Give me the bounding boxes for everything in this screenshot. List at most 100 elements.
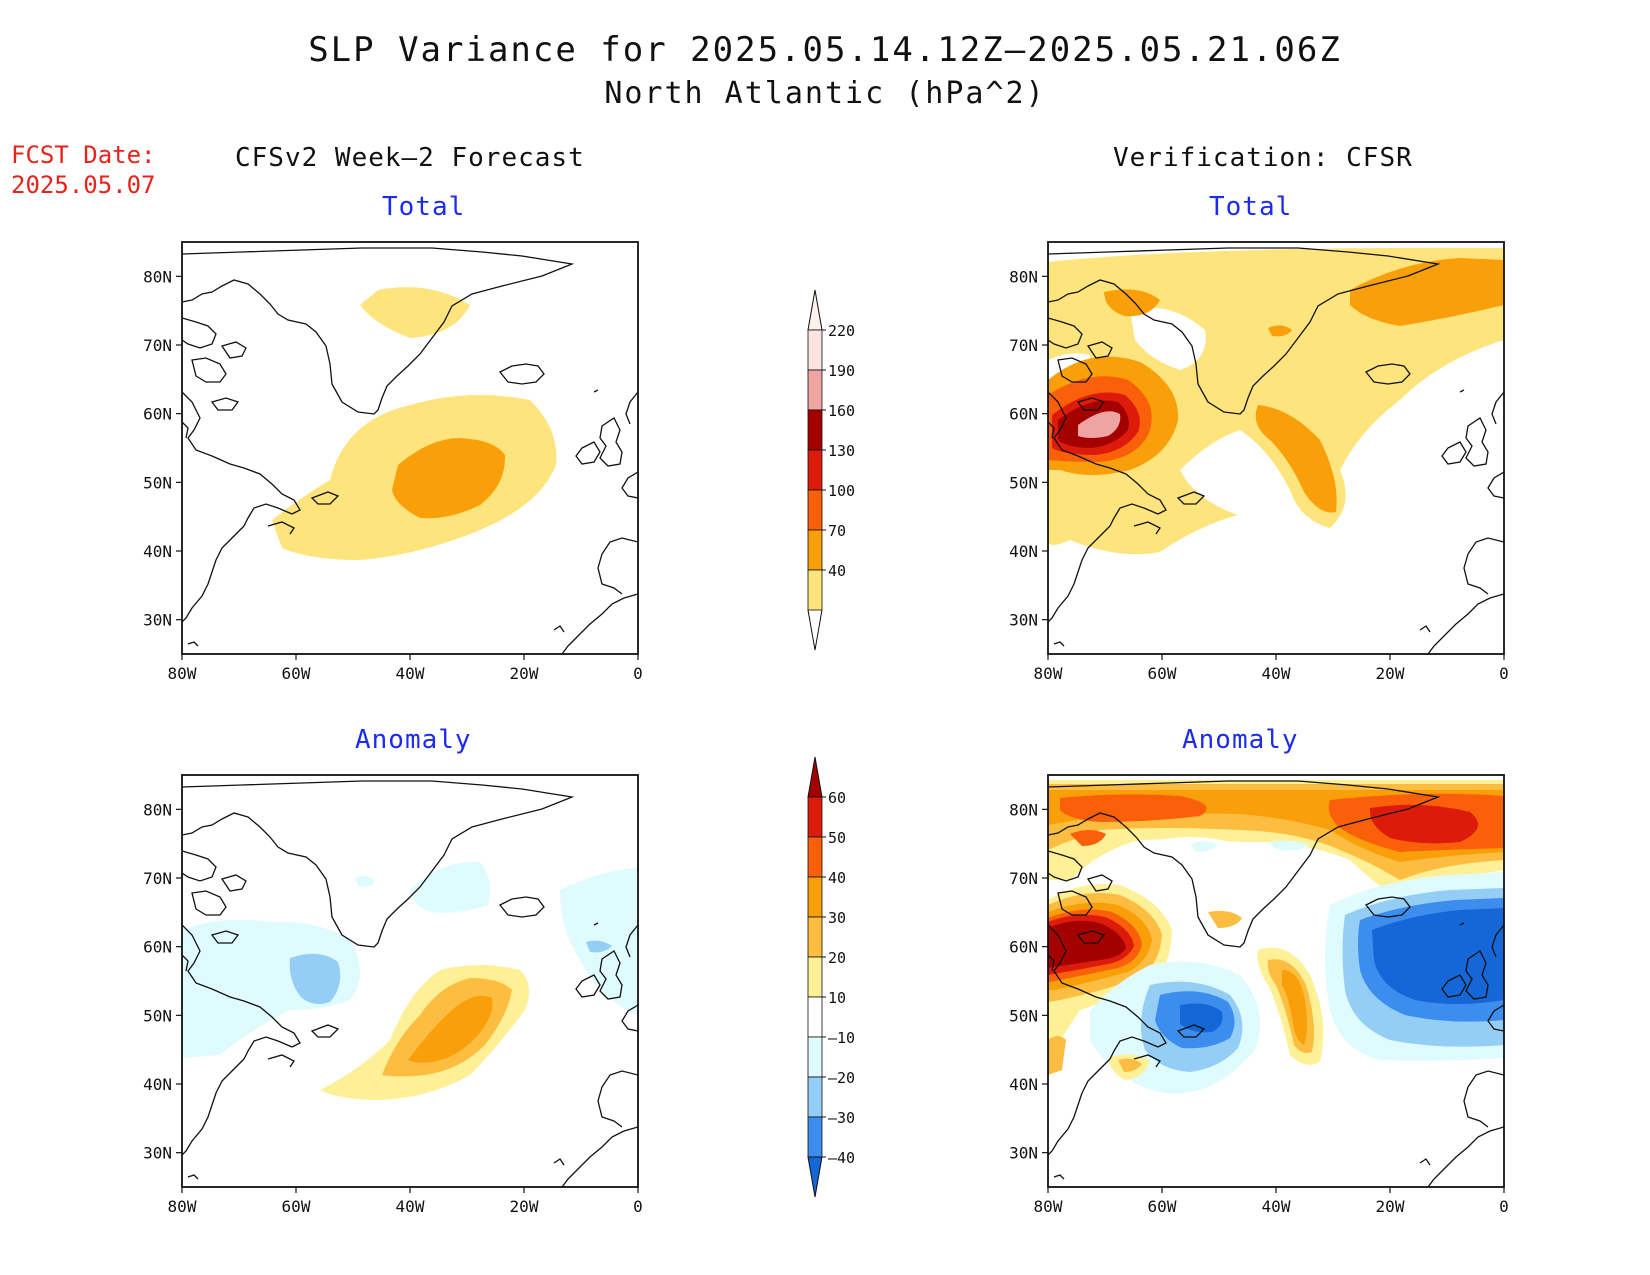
colorbar-anomaly-swatch <box>807 1116 823 1158</box>
verification-anomaly-contour-neg10 <box>1190 841 1218 852</box>
lat-tick-label: 60N <box>1009 938 1038 957</box>
lat-tick-label: 30N <box>1009 1144 1038 1163</box>
lat-tick-label: 70N <box>143 869 172 888</box>
forecast-anomaly-contour-neg20 <box>289 953 341 1004</box>
lon-tick-label: 80W <box>1034 1197 1063 1216</box>
forecast-anomaly-contour-neg10 <box>355 875 375 887</box>
verification-anomaly-contour-30 <box>1282 970 1307 1045</box>
colorbar-total-bottom-triangle <box>807 609 823 651</box>
colorbar-total-swatch <box>807 329 823 371</box>
lat-tick-label: 70N <box>1009 869 1038 888</box>
colorbar-total-swatch <box>807 449 823 491</box>
colorbar-anomaly-bottom-triangle <box>807 1156 823 1198</box>
lat-tick-label: 50N <box>143 473 172 492</box>
forecast-total-map <box>182 242 638 654</box>
lat-tick-label: 30N <box>143 611 172 630</box>
colorbar-total-label: 160 <box>828 402 855 420</box>
colorbar-anomaly-label: —30 <box>828 1109 855 1127</box>
colorbar-total-swatch <box>807 529 823 571</box>
lat-tick-label: 50N <box>143 1006 172 1025</box>
verification-anomaly-map <box>1048 775 1504 1187</box>
colorbar-total-swatch <box>807 489 823 531</box>
colorbar-anomaly-label: —20 <box>828 1069 855 1087</box>
lon-tick-label: 80W <box>1034 664 1063 683</box>
verification-anomaly-contour-20 <box>1208 910 1242 928</box>
lon-tick-label: 60W <box>282 1197 311 1216</box>
lat-tick-label: 40N <box>143 542 172 561</box>
verification-anomaly-contour-50 <box>1369 804 1478 844</box>
panel-title-forecast-total: Total <box>382 192 466 222</box>
colorbar-total-top-triangle <box>807 289 823 331</box>
verification-anomaly-contour-neg40 <box>1180 1003 1223 1033</box>
lat-tick-label: 60N <box>143 938 172 957</box>
colorbar-anomaly-swatch <box>807 796 823 838</box>
colorbar-anomaly-top-triangle <box>807 756 823 798</box>
lon-tick-label: 0 <box>1499 664 1509 683</box>
colorbar-anomaly-label: —40 <box>828 1149 855 1167</box>
lon-tick-label: 40W <box>396 1197 425 1216</box>
forecast-date-label: FCST Date: <box>11 141 156 169</box>
lat-tick-label: 60N <box>1009 405 1038 424</box>
subtitle: North Atlantic (hPa^2) <box>604 76 1046 111</box>
forecast-anomaly-contour-30 <box>408 995 493 1063</box>
verification-total-contour-70 <box>1104 289 1160 317</box>
lat-tick-label: 40N <box>1009 542 1038 561</box>
forecast-total-contour-40 <box>360 287 470 338</box>
colorbar-total-label: 40 <box>828 562 846 580</box>
lat-tick-label: 80N <box>1009 267 1038 286</box>
lat-tick-label: 80N <box>143 800 172 819</box>
verification-anomaly-contour-10 <box>1048 1036 1066 1075</box>
lon-tick-label: 20W <box>1376 1197 1405 1216</box>
colorbar-anomaly-label: 40 <box>828 869 846 887</box>
lon-tick-label: 80W <box>168 664 197 683</box>
axes-layer: 80N 70N 60N 50N 40N 30N 80W 60W 40W 20W 0 80N 70N 60N… <box>143 267 1509 1216</box>
lat-tick-label: 80N <box>143 267 172 286</box>
colorbar-anomaly-label: 30 <box>828 909 846 927</box>
colorbar-anomaly-swatch <box>807 996 823 1038</box>
forecast-anomaly-contour-neg20 <box>586 940 612 953</box>
lon-tick-label: 20W <box>510 664 539 683</box>
lon-tick-label: 40W <box>1262 664 1291 683</box>
lon-tick-label: 0 <box>1499 1197 1509 1216</box>
main-title: SLP Variance for 2025.05.14.12Z—2025.05.… <box>308 30 1342 70</box>
colorbar-anomaly-swatch <box>807 876 823 918</box>
lon-tick-label: 20W <box>510 1197 539 1216</box>
lon-tick-label: 0 <box>633 664 643 683</box>
colorbar-anomaly-label: 20 <box>828 949 846 967</box>
lon-tick-label: 60W <box>282 664 311 683</box>
panel-title-forecast-anomaly: Anomaly <box>355 725 472 755</box>
lat-tick-label: 50N <box>1009 1006 1038 1025</box>
verification-total-hole <box>1130 307 1206 370</box>
lon-tick-label: 40W <box>1262 1197 1291 1216</box>
colorbar-total-swatch <box>807 409 823 451</box>
panel-title-verification-anomaly: Anomaly <box>1182 725 1299 755</box>
verification-anomaly-contour-20 <box>1118 1058 1142 1072</box>
lon-tick-label: 0 <box>633 1197 643 1216</box>
colorbar-total: 220 190 160 130 100 70 40 <box>807 289 855 651</box>
colorbar-total-swatch <box>807 569 823 611</box>
lat-tick-label: 80N <box>1009 800 1038 819</box>
forecast-date-value: 2025.05.07 <box>11 171 156 199</box>
colorbar-anomaly-swatch <box>807 956 823 998</box>
verification-total-contour-70 <box>1255 405 1337 513</box>
lat-tick-label: 40N <box>1009 1075 1038 1094</box>
colorbar-total-label: 100 <box>828 482 855 500</box>
lat-tick-label: 40N <box>143 1075 172 1094</box>
colorbar-anomaly-swatch <box>807 1036 823 1078</box>
lat-tick-label: 70N <box>1009 336 1038 355</box>
verification-total-contour-190 <box>1078 411 1121 438</box>
colorbar-total-label: 130 <box>828 442 855 460</box>
lon-tick-label: 80W <box>168 1197 197 1216</box>
lat-tick-label: 30N <box>1009 611 1038 630</box>
colorbar-anomaly-swatch <box>807 916 823 958</box>
forecast-date: FCST Date: 2025.05.07 <box>11 140 156 200</box>
verification-total-contour-70 <box>1350 258 1504 326</box>
forecast-column-title: CFSv2 Week—2 Forecast <box>235 143 585 173</box>
lon-tick-label: 60W <box>1148 1197 1177 1216</box>
verification-anomaly-contour-60 <box>1048 920 1126 968</box>
colorbar-anomaly-label: 10 <box>828 989 846 1007</box>
colorbar-anomaly: 60 50 40 30 20 10 —10 —20 —30 —40 <box>807 756 855 1198</box>
lon-tick-label: 20W <box>1376 664 1405 683</box>
lat-tick-label: 30N <box>143 1144 172 1163</box>
